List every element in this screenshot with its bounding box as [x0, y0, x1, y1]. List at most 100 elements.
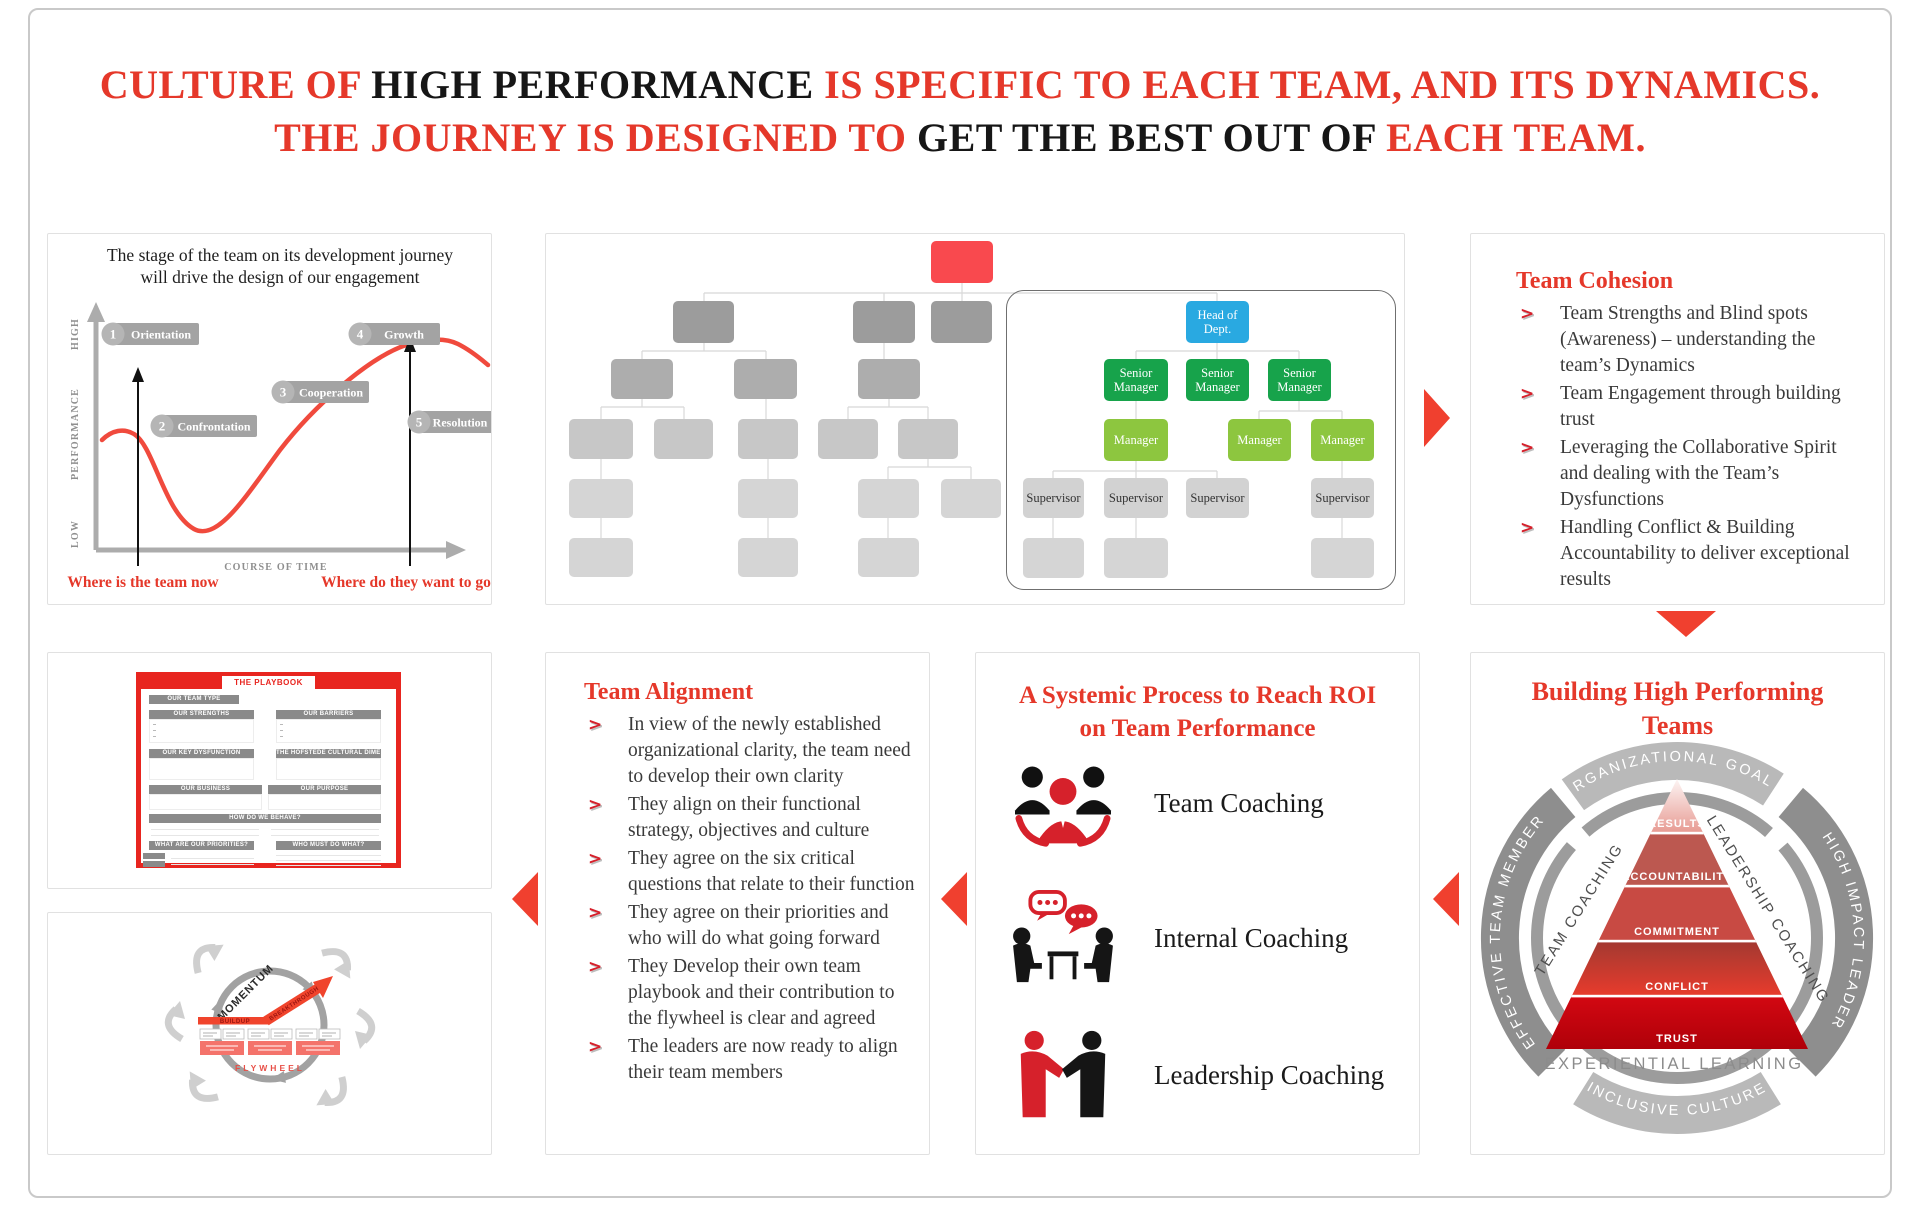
- manager-box: Manager: [1311, 419, 1374, 461]
- y-axis-label: PERFORMANCE: [70, 388, 81, 480]
- supervisor-box: Supervisor: [1186, 478, 1249, 518]
- playbook-section-header: OUR STRENGTHS: [149, 710, 254, 719]
- list-item-text: They align on their functional strategy,…: [628, 794, 870, 841]
- buildup-label: BUILDUP: [220, 1019, 250, 1025]
- breakthrough-label: BREAKTHROUGH: [269, 986, 321, 1022]
- stage-confrontation: 2 Confrontation: [150, 414, 257, 438]
- x-axis-label: COURSE OF TIME: [224, 562, 327, 573]
- org-box: [734, 359, 797, 399]
- bullet-arrow-icon: >: [1520, 304, 1535, 324]
- pyramid-level-results: RESULTS: [1648, 818, 1706, 830]
- cycle-arrow-icon: [320, 943, 359, 982]
- cycle-arrow-icon: [188, 936, 227, 975]
- list-item-text: Leveraging the Collaborative Spirit and …: [1560, 437, 1837, 510]
- stage-number: 4: [357, 327, 364, 342]
- y-axis-arrowhead-icon: [87, 302, 105, 322]
- arc-organizational-goals: [1561, 742, 1784, 811]
- org-box: [941, 479, 1001, 518]
- list-item-text: Handling Conflict & Building Accountabil…: [1560, 517, 1850, 590]
- playbook-section-header: OUR BARRIERS: [276, 710, 381, 719]
- stage-number: 3: [280, 385, 287, 400]
- playbook-section-box: [149, 794, 262, 810]
- playbook-section-header: OUR BUSINESS: [149, 785, 262, 794]
- cycle-arrow-icon: [313, 1075, 352, 1114]
- manager-box: Manager: [1228, 419, 1291, 461]
- org-box: [853, 301, 915, 343]
- y-axis-high-label: HIGH: [70, 318, 81, 350]
- flywheel-label: FLYWHEEL: [235, 1063, 305, 1073]
- team-alignment-title: Team Alignment: [584, 679, 754, 705]
- ring-arrowhead-icon: [271, 1071, 286, 1083]
- playbook-section-box: [276, 719, 381, 743]
- pyramid-level-conflict: CONFLICT: [1645, 981, 1709, 993]
- cycle-arrow-icon: [181, 1068, 220, 1107]
- page-title: CULTURE OF HIGH PERFORMANCE IS SPECIFIC …: [0, 58, 1920, 164]
- process-item-label: Leadership Coaching: [1154, 1059, 1385, 1090]
- stage-label: Cooperation: [299, 386, 363, 400]
- development-curve-chart: The stage of the team on its development…: [67, 245, 493, 591]
- playbook-section-header: OUR TEAM TYPE: [149, 695, 239, 704]
- arc-inclusive-culture: [1573, 1071, 1781, 1134]
- list-item: > Team Strengths and Blind spots (Awarene…: [1516, 301, 1866, 379]
- systemic-process-title: A Systemic Process to Reach ROI on Team …: [976, 679, 1419, 745]
- title-seg: THE JOURNEY IS DESIGNED TO: [274, 115, 917, 160]
- org-box: [611, 359, 673, 399]
- process-row-internal-coaching: Internal Coaching: [1004, 888, 1411, 988]
- list-item: > They agree on their priorities and who …: [584, 900, 919, 952]
- playbook-section-box: [149, 758, 254, 780]
- systemic-process-panel: A Systemic Process to Reach ROI on Team …: [975, 652, 1420, 1155]
- playbook-section-header: HOW DO WE BEHAVE?: [149, 814, 381, 823]
- process-row-leadership-coaching: Leadership Coaching: [1004, 1025, 1411, 1125]
- flywheel-panel: MOMENTUM BUILDUP BREAKTHROUGH: [47, 912, 492, 1155]
- building-teams-panel: Building High Performing Teams: [1470, 652, 1885, 1155]
- org-box: [569, 479, 633, 518]
- bullet-arrow-icon: >: [588, 849, 603, 869]
- bullet-arrow-icon: >: [588, 903, 603, 923]
- org-box: [673, 301, 734, 343]
- list-item-text: The leaders are now ready to align their…: [628, 1036, 898, 1083]
- title-seg: IS SPECIFIC TO EACH TEAM, AND ITS DYNAMI…: [813, 62, 1821, 107]
- supervisor-box: Supervisor: [1023, 478, 1084, 518]
- org-box: [738, 479, 798, 518]
- list-item: > Leveraging the Collaborative Spirit and…: [1516, 435, 1866, 513]
- org-connectors: [600, 283, 1343, 538]
- playbook-panel: THE PLAYBOOK OUR TEAM TYPE OUR STRENGTHS…: [47, 652, 492, 889]
- high-performing-teams-diagram: ORGANIZATIONAL GOALS INCLUSIVE CULTURE E…: [1471, 653, 1874, 1134]
- title-seg: CULTURE OF: [99, 62, 372, 107]
- team-coaching-icon: [1015, 766, 1111, 847]
- leadership-coaching-icon: [1020, 1030, 1106, 1118]
- internal-coaching-icon: [1013, 890, 1113, 983]
- team-alignment-list: > In view of the newly established organi…: [584, 712, 919, 1086]
- building-title-line1: Building High Performing: [1531, 677, 1824, 706]
- list-item-text: They agree on their priorities and who w…: [628, 902, 889, 949]
- team-cohesion-list: > Team Strengths and Blind spots (Awarene…: [1516, 301, 1866, 593]
- where-team-goal-label: Where do they want to go: [321, 574, 491, 591]
- supervisor-box: Supervisor: [1311, 478, 1374, 518]
- playbook-header-bar: THE PLAYBOOK: [140, 676, 397, 689]
- flywheel-diagram: MOMENTUM BUILDUP BREAKTHROUGH: [48, 913, 491, 1154]
- stage-label: Growth: [384, 328, 424, 342]
- senior-manager-box: Senior Manager: [1104, 359, 1168, 401]
- team-now-arrowhead-icon: [132, 367, 144, 382]
- pyramid-level-commitment: COMMITMENT: [1634, 926, 1720, 938]
- playbook-timeline-stub: [143, 853, 165, 859]
- title-line-2: THE JOURNEY IS DESIGNED TO GET THE BEST …: [0, 111, 1920, 164]
- supervisor-box: Supervisor: [1104, 478, 1168, 518]
- org-box: [858, 538, 919, 577]
- breakthrough-shaft: [263, 982, 323, 1026]
- list-item-text: In view of the newly established organiz…: [628, 714, 911, 787]
- playbook-template: THE PLAYBOOK OUR TEAM TYPE OUR STRENGTHS…: [136, 672, 401, 868]
- list-item-text: Team Strengths and Blind spots (Awarenes…: [1560, 303, 1816, 376]
- org-box: [738, 419, 798, 459]
- org-box: [1023, 538, 1084, 578]
- performance-curve: [99, 337, 491, 534]
- bullet-arrow-icon: >: [588, 795, 603, 815]
- senior-manager-box: Senior Manager: [1268, 359, 1331, 401]
- buildup-bar: [198, 1017, 270, 1025]
- list-item: > In view of the newly established organi…: [584, 712, 919, 790]
- org-chart-panel: Head of Dept. Senior Manager Senior Mana…: [545, 233, 1405, 605]
- playbook-section-header: OUR PURPOSE: [268, 785, 381, 794]
- stage-label: Resolution: [433, 416, 488, 430]
- playbook-timeline-stub: [143, 861, 165, 867]
